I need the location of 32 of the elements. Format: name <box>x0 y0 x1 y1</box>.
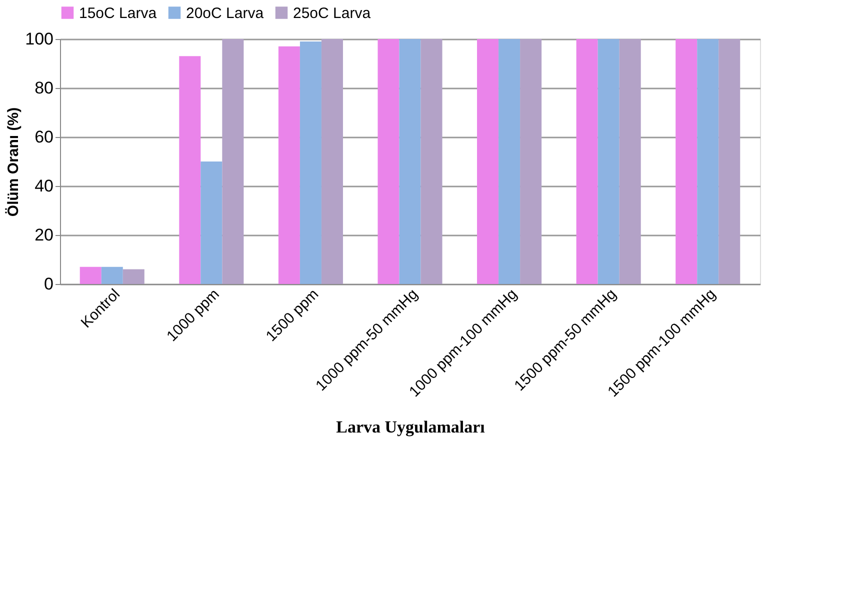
bar <box>676 39 698 284</box>
legend-label: 25oC Larva <box>293 4 372 22</box>
bar <box>619 39 641 284</box>
y-tick-label: 100 <box>25 30 54 48</box>
bar <box>498 39 520 284</box>
bar <box>278 46 300 284</box>
bar <box>222 39 244 284</box>
y-tick-label: 20 <box>34 226 54 244</box>
bar <box>101 266 123 284</box>
bar <box>200 162 222 284</box>
bar <box>179 56 201 284</box>
bar <box>321 39 343 284</box>
bar <box>598 39 620 284</box>
bar <box>420 39 442 284</box>
bar <box>378 39 400 284</box>
y-tick-label: 80 <box>34 78 54 98</box>
x-axis-title: Larva Uygulamaları <box>336 418 486 437</box>
bar <box>122 269 144 284</box>
bar <box>718 39 740 284</box>
legend-label: 20oC Larva <box>186 4 264 22</box>
bar <box>80 266 102 284</box>
bar <box>520 39 542 284</box>
y-axis-title: Ölüm Oranı (%) <box>5 107 22 217</box>
y-tick-label: 0 <box>44 274 54 294</box>
y-tick-label: 60 <box>34 128 54 146</box>
legend-label: 15oC Larva <box>79 4 158 22</box>
bar <box>399 39 421 284</box>
bar <box>300 41 322 284</box>
bar <box>477 39 499 284</box>
bar <box>576 39 598 284</box>
y-tick-label: 40 <box>34 176 54 196</box>
bar <box>697 39 719 284</box>
